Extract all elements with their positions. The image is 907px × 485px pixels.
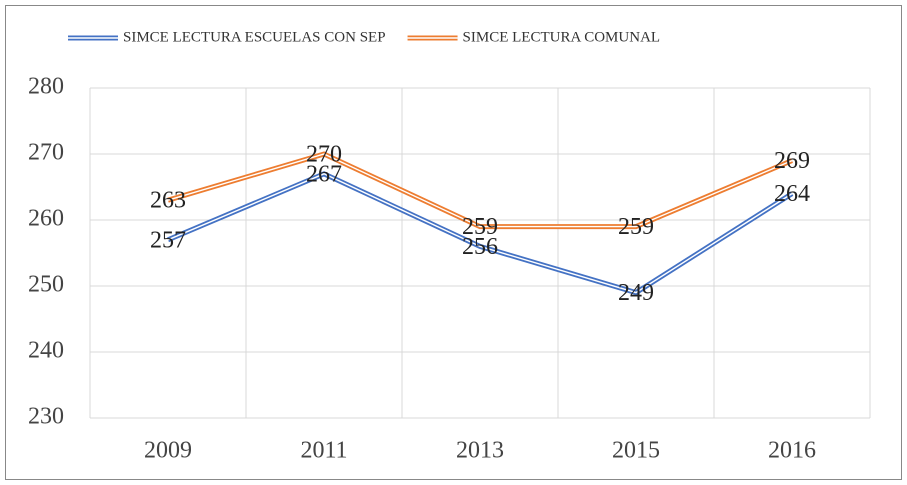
x-tick-label: 2015: [612, 438, 660, 464]
data-label: 259: [462, 214, 498, 240]
data-label: 269: [774, 148, 810, 174]
data-label: 259: [618, 214, 654, 240]
x-tick-label: 2013: [456, 438, 504, 464]
x-tick-label: 2009: [144, 438, 192, 464]
data-label: 270: [306, 142, 342, 168]
x-tick-label: 2011: [300, 438, 347, 464]
data-label: 267: [306, 161, 342, 187]
series-line-inner: [167, 153, 793, 228]
y-tick-label: 230: [28, 404, 64, 430]
data-label: 249: [618, 280, 654, 306]
data-label: 256: [462, 234, 498, 260]
y-tick-label: 280: [28, 74, 64, 100]
series-line-inner: [167, 173, 793, 294]
y-tick-label: 250: [28, 272, 64, 298]
data-label: 263: [150, 188, 186, 214]
x-tick-label: 2016: [768, 438, 816, 464]
legend-label: SIMCE LECTURA ESCUELAS CON SEP: [123, 29, 386, 45]
legend-label: SIMCE LECTURA COMUNAL: [463, 29, 661, 45]
y-tick-label: 240: [28, 338, 64, 364]
y-tick-label: 270: [28, 140, 64, 166]
data-label: 257: [150, 227, 186, 253]
chart-border: [5, 5, 902, 480]
data-label: 264: [774, 181, 810, 207]
y-tick-label: 260: [28, 206, 64, 232]
